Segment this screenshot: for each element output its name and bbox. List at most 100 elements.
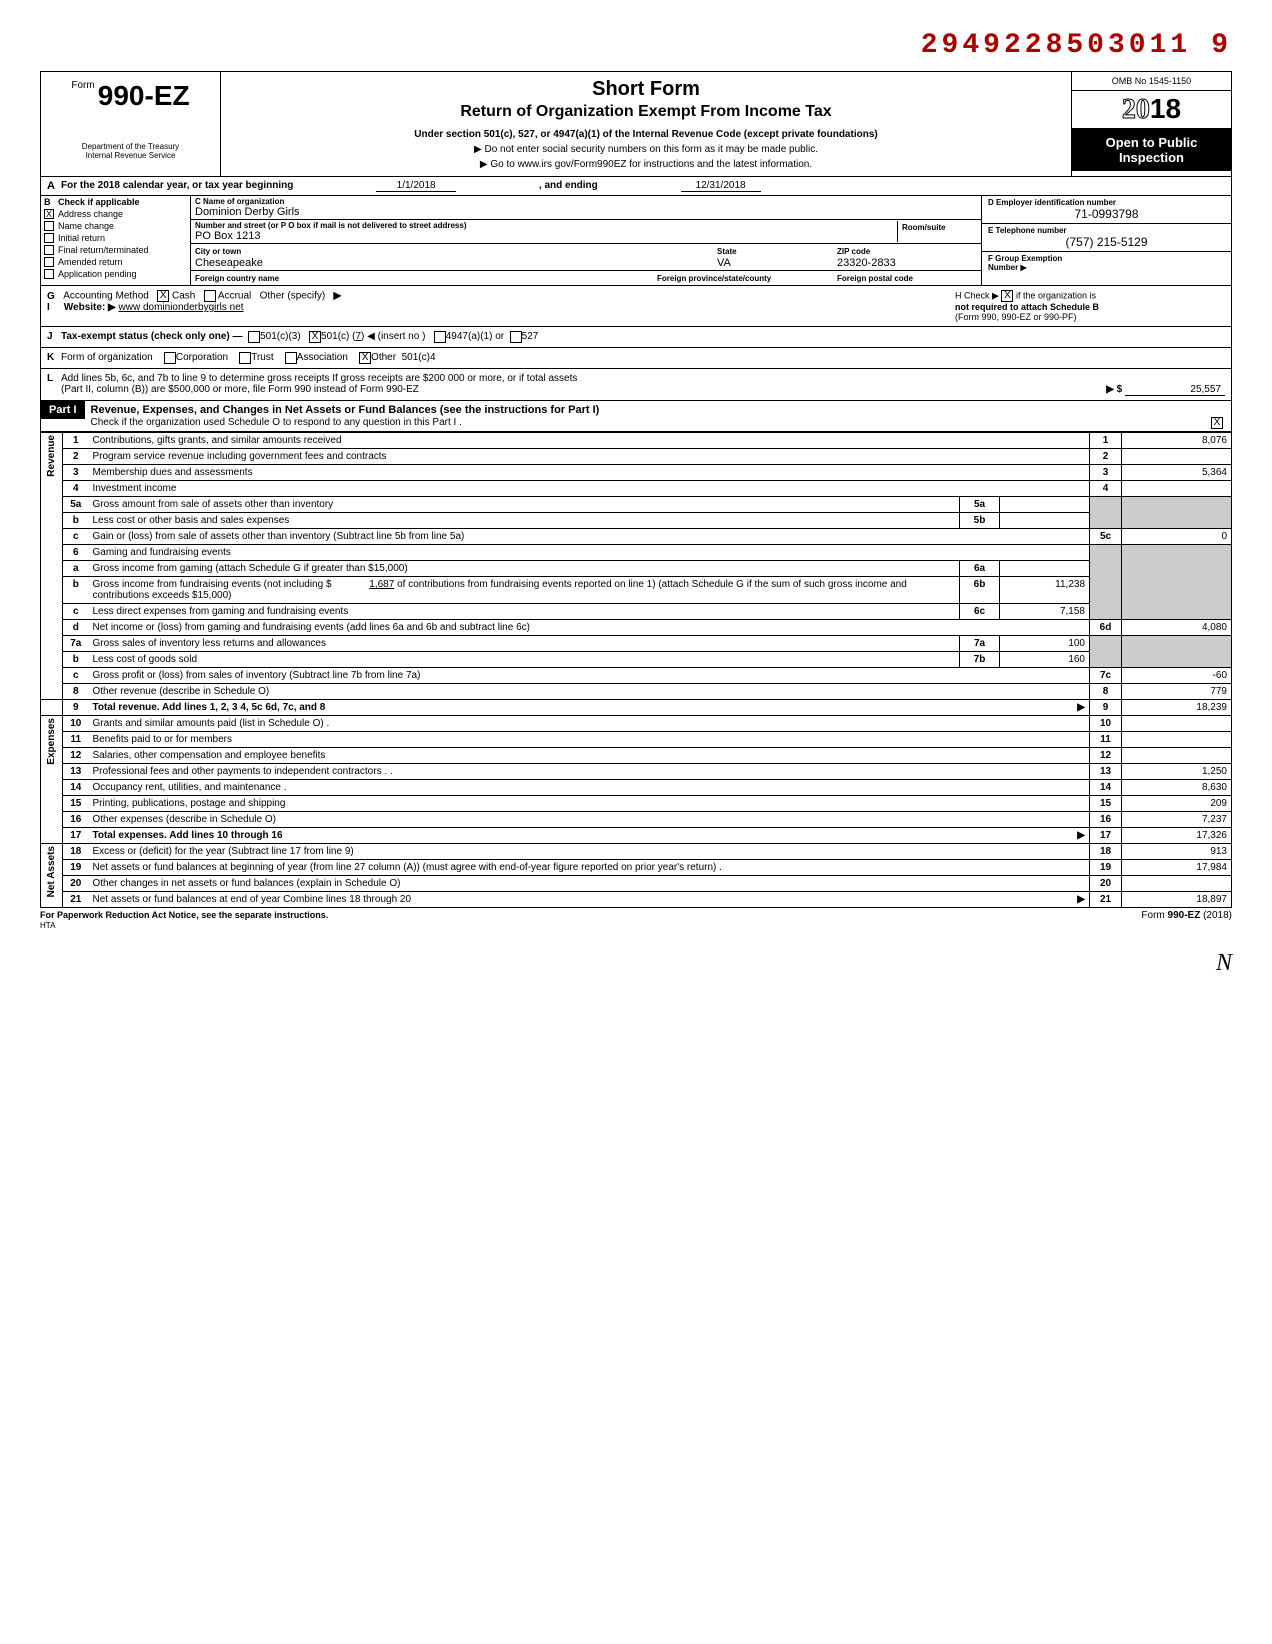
end-box: 5c [1090,529,1122,545]
label-a: A [41,177,55,195]
org-state: VA [717,257,731,269]
foreign-country-label: Foreign country name [195,274,279,283]
line-desc: Gross income from fundraising events (no… [89,577,960,604]
foreign-postal-label: Foreign postal code [837,274,913,283]
and-ending: , and ending [539,180,598,191]
label-l: L [47,373,61,384]
check-address-change[interactable]: XAddress change [41,208,190,220]
check-trust[interactable] [239,352,251,364]
part-i-header: Part I Revenue, Expenses, and Changes in… [40,401,1232,432]
arrow-icon: ▶ [1077,702,1085,713]
end-box: 17 [1090,828,1122,844]
form-number: 990-EZ [98,80,190,112]
section-h: H Check ▶ X if the organization is not r… [955,290,1225,322]
check-assoc[interactable] [285,352,297,364]
end-val: 7,237 [1122,812,1232,828]
line-num: 2 [63,449,89,465]
form-id-box: Form 990-EZ Department of the Treasury I… [41,72,221,176]
gross-receipts-value: 25,557 [1125,384,1225,396]
line-num: 21 [63,892,89,908]
line-num: a [63,561,89,577]
check-h[interactable]: X [1001,290,1013,302]
check-4947[interactable] [434,331,446,343]
end-box: 21 [1090,892,1122,908]
accounting-method-label: Accounting Method [63,291,149,302]
form-title: Short Form [231,78,1061,101]
phone-label: E Telephone number [988,226,1225,235]
line-num: c [63,529,89,545]
check-final-return[interactable]: Final return/terminated [41,244,190,256]
end-val: 5,364 [1122,465,1232,481]
part-i-sub: Check if the organization used Schedule … [91,417,462,428]
check-application-pending[interactable]: Application pending [41,268,190,280]
org-zip: 23320-2833 [837,257,896,269]
label-j: J [47,331,61,343]
end-val: 209 [1122,796,1232,812]
shaded-cell [1122,636,1232,668]
org-name-label: C Name of organization [195,197,977,206]
line-desc: Net assets or fund balances at end of ye… [89,892,1090,908]
check-other-org[interactable]: X [359,352,371,364]
end-box: 1 [1090,433,1122,449]
line-num: 19 [63,860,89,876]
sub-val: 7,158 [1000,604,1090,620]
line-num: 5a [63,497,89,513]
city-label: City or town [195,247,241,256]
check-cash[interactable]: X [157,290,169,302]
end-val: 779 [1122,684,1232,700]
check-schedule-o[interactable]: X [1211,417,1223,429]
line-desc: Investment income [89,481,1090,497]
dept-treasury: Department of the Treasury Internal Reve… [49,142,212,160]
group-exemption-number: Number ▶ [988,263,1225,272]
arrow-icon: ▶ $ [1106,384,1122,395]
sub-box: 7b [960,652,1000,668]
line-num: 11 [63,732,89,748]
line-num: 14 [63,780,89,796]
begin-date: 1/1/2018 [376,180,456,192]
check-corp[interactable] [164,352,176,364]
line-num: 16 [63,812,89,828]
end-box: 10 [1090,716,1122,732]
line-num: 9 [63,700,89,716]
shaded-cell [1090,497,1122,529]
line-num: d [63,620,89,636]
check-name-change[interactable]: Name change [41,220,190,232]
check-501c[interactable]: X [309,331,321,343]
line-num: b [63,513,89,529]
form-label: Form [71,80,94,91]
h-text3: (Form 990, 990-EZ or 990-PF) [955,312,1077,322]
end-val: 18,897 [1122,892,1232,908]
form-header: Form 990-EZ Department of the Treasury I… [40,71,1232,177]
line-desc: Membership dues and assessments [89,465,1090,481]
end-val: 1,250 [1122,764,1232,780]
sub-val: 160 [1000,652,1090,668]
arrow-icon: ▶ [1077,830,1085,841]
check-527[interactable] [510,331,522,343]
end-box: 7c [1090,668,1122,684]
section-c: C Name of organization Dominion Derby Gi… [191,196,981,285]
state-label: State [717,247,737,256]
line-desc: Gross income from gaming (attach Schedul… [89,561,960,577]
line-num: b [63,652,89,668]
goto-notice: ▶ Go to www.irs gov/Form990EZ for instru… [231,159,1061,170]
net-assets-side-label: Net Assets [41,844,63,908]
line-desc: Program service revenue including govern… [89,449,1090,465]
line-num: 12 [63,748,89,764]
check-initial-return[interactable]: Initial return [41,232,190,244]
check-accrual[interactable] [204,290,216,302]
org-info-grid: B Check if applicable XAddress change Na… [40,196,1232,286]
check-501c3[interactable] [248,331,260,343]
line-desc: Gross amount from sale of assets other t… [89,497,960,513]
shaded-cell [1122,545,1232,620]
check-amended-return[interactable]: Amended return [41,256,190,268]
form-subtitle: Return of Organization Exempt From Incom… [231,103,1061,121]
end-box: 13 [1090,764,1122,780]
form-title-box: Short Form Return of Organization Exempt… [221,72,1071,176]
line-desc: Benefits paid to or for members [89,732,1090,748]
line-num: 1 [63,433,89,449]
accounting-method-row: G Accounting Method X Cash Accrual Other… [47,290,955,302]
sub-box: 6c [960,604,1000,620]
row-l: L Add lines 5b, 6c, and 7b to line 9 to … [40,369,1232,401]
room-label: Room/suite [902,223,946,232]
sub-box: 6a [960,561,1000,577]
